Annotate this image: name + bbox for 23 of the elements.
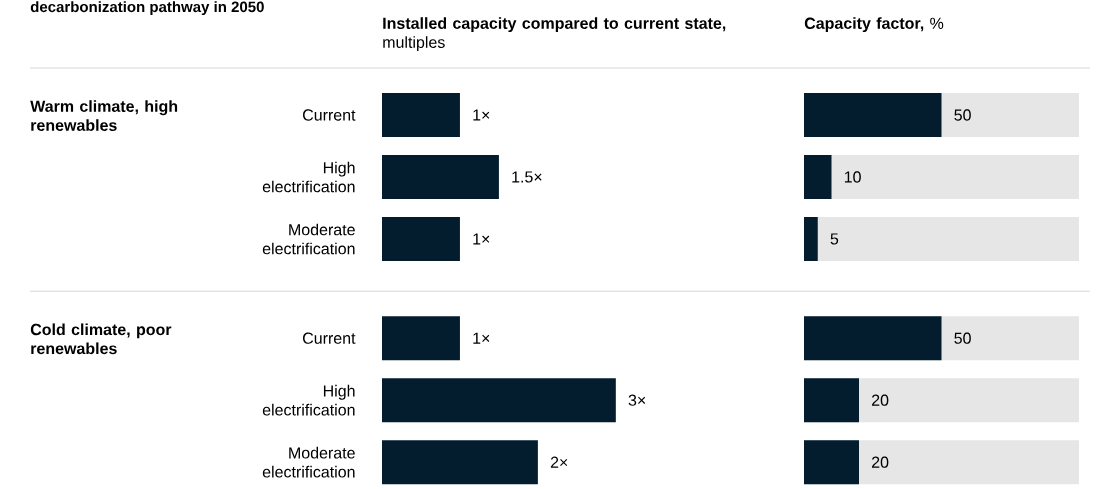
data-label: 1× bbox=[473, 109, 490, 121]
y-tick-label: Moderate electrification bbox=[262, 446, 355, 478]
x-axis-title: Capacity factor, % bbox=[804, 17, 944, 33]
data-label: 1× bbox=[473, 233, 490, 245]
data-label: 5 bbox=[830, 233, 839, 245]
y-tick-label: Current bbox=[303, 332, 356, 344]
data-label: 1× bbox=[473, 332, 490, 344]
data-label: 3× bbox=[628, 394, 646, 406]
y-tick-label: Moderate electrification bbox=[262, 223, 355, 255]
data-label: 20 bbox=[872, 456, 889, 468]
text: decarbonization pathway in 2050 bbox=[30, 1, 264, 16]
y-tick-label: High electrification bbox=[262, 161, 355, 193]
x-axis-title: Installed capacity compared to current state, multiples bbox=[383, 17, 726, 52]
data-label: 2× bbox=[550, 456, 568, 468]
text: Warm climate, high renewables bbox=[30, 100, 178, 131]
data-label: 10 bbox=[844, 171, 861, 183]
y-tick-label: Current bbox=[303, 109, 356, 121]
data-label: 20 bbox=[872, 394, 889, 406]
data-label: 50 bbox=[954, 109, 971, 121]
y-tick-label: High electrification bbox=[262, 384, 355, 416]
data-label: 1.5× bbox=[512, 171, 542, 183]
text: Cold climate, poor renewables bbox=[30, 323, 172, 355]
data-label: 50 bbox=[954, 332, 971, 344]
